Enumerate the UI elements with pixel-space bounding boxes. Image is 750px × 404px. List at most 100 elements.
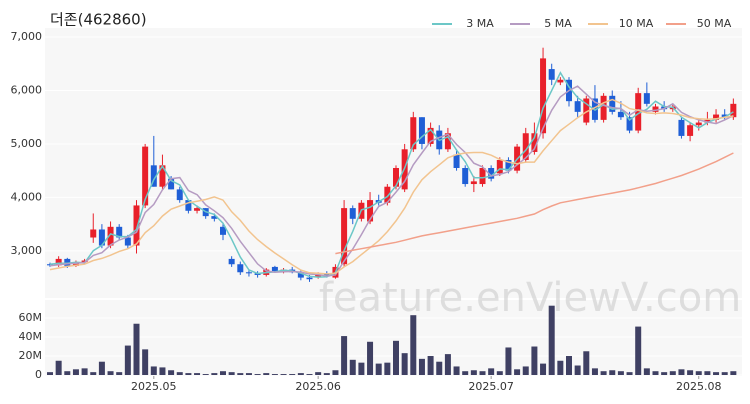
candle-body — [315, 274, 322, 277]
volume-bar — [643, 368, 650, 375]
volume-bar — [730, 371, 737, 375]
volume-bar — [436, 361, 443, 375]
candle-body — [427, 127, 434, 144]
volume-bar — [496, 371, 503, 375]
candle-body — [47, 264, 53, 266]
candle-body — [168, 178, 175, 190]
volume-bar — [237, 373, 244, 375]
x-tick-label: 2025.05 — [131, 380, 177, 393]
volume-bar — [271, 374, 278, 375]
candle-body — [609, 95, 616, 112]
volume-bar — [133, 323, 140, 375]
candle-body — [81, 260, 88, 263]
volume-bar — [159, 367, 166, 375]
candle-body — [557, 79, 564, 83]
volume-bar — [488, 368, 495, 375]
volume-bar — [652, 371, 659, 375]
candle-body — [185, 200, 192, 211]
y-tick-label: 0 — [35, 368, 42, 381]
candle-body — [505, 159, 512, 171]
y-tick-label: 20M — [19, 349, 43, 362]
volume-bar — [55, 360, 62, 375]
volume-bar — [462, 371, 469, 375]
volume-bar — [522, 366, 529, 375]
candle-body — [678, 119, 685, 136]
volume-bar — [306, 374, 313, 375]
candle-body — [306, 277, 313, 280]
legend-label: 10 MA — [619, 17, 654, 30]
volume-bar — [609, 370, 616, 375]
candle-body — [548, 69, 555, 80]
volume-bar — [514, 369, 521, 375]
volume-bar — [444, 354, 451, 375]
candle-body — [55, 258, 62, 266]
candle-body — [228, 258, 235, 265]
candle-body — [488, 168, 495, 179]
candle-body — [349, 208, 356, 219]
candle-body — [245, 272, 252, 274]
x-tick-label: 2025.08 — [676, 380, 722, 393]
candle-body — [237, 264, 244, 273]
volume-bar — [453, 366, 460, 375]
candle-body — [600, 95, 607, 120]
candle-body — [98, 229, 105, 246]
candle-body — [695, 122, 702, 126]
candle-body — [150, 165, 157, 187]
candle-body — [652, 106, 659, 112]
volume-bar — [695, 371, 702, 375]
candle-body — [522, 133, 529, 160]
volume-bar — [704, 371, 711, 375]
candle-body — [496, 159, 503, 174]
volume-bar — [280, 374, 287, 375]
volume-bar — [358, 362, 365, 375]
volume-bar — [375, 363, 382, 375]
volume-bar — [661, 372, 668, 375]
volume-bar — [367, 341, 374, 375]
volume-bar — [393, 340, 399, 375]
volume-bar — [574, 365, 581, 375]
candle-body — [687, 125, 694, 136]
ma-line — [49, 85, 734, 277]
volume-bar — [323, 373, 330, 375]
y-tick-label: 7,000 — [11, 30, 43, 43]
volume-bar — [98, 361, 105, 375]
volume-bar — [176, 372, 183, 375]
candle-body — [107, 226, 114, 246]
candle-body — [271, 266, 278, 272]
volume-bar — [289, 374, 296, 375]
volume-bar — [263, 373, 270, 375]
candle-body — [297, 272, 304, 278]
volume-bar — [116, 372, 123, 375]
volume-bar — [64, 371, 71, 375]
volume-bar — [479, 371, 486, 375]
y-tick-label: 60M — [19, 311, 43, 324]
volume-bar — [220, 371, 226, 375]
volume-bar — [185, 373, 192, 375]
volume-bar — [168, 370, 175, 375]
candle-body — [142, 146, 149, 206]
candle-body — [384, 186, 391, 203]
candle-body — [444, 133, 451, 150]
candle-body — [341, 208, 348, 265]
candle-body — [194, 208, 201, 211]
volume-bar — [470, 370, 477, 375]
candle-body — [713, 114, 720, 120]
volume-bar — [315, 372, 322, 375]
y-tick-label: 5,000 — [11, 137, 43, 150]
candle-body — [453, 154, 460, 168]
candle-body — [583, 98, 590, 123]
volume-bar — [557, 360, 564, 375]
candle-body — [116, 226, 123, 238]
volume-bar — [626, 372, 633, 375]
candle-body — [531, 133, 538, 152]
candle-body — [643, 93, 650, 104]
x-tick-label: 2025.07 — [468, 380, 514, 393]
legend-label: 50 MA — [697, 17, 732, 30]
volume-bar — [721, 372, 728, 375]
volume-bar — [124, 345, 131, 375]
candle-body — [721, 114, 728, 118]
volume-bar — [47, 372, 53, 375]
volume-bar — [297, 373, 304, 375]
volume-bar — [600, 371, 607, 375]
